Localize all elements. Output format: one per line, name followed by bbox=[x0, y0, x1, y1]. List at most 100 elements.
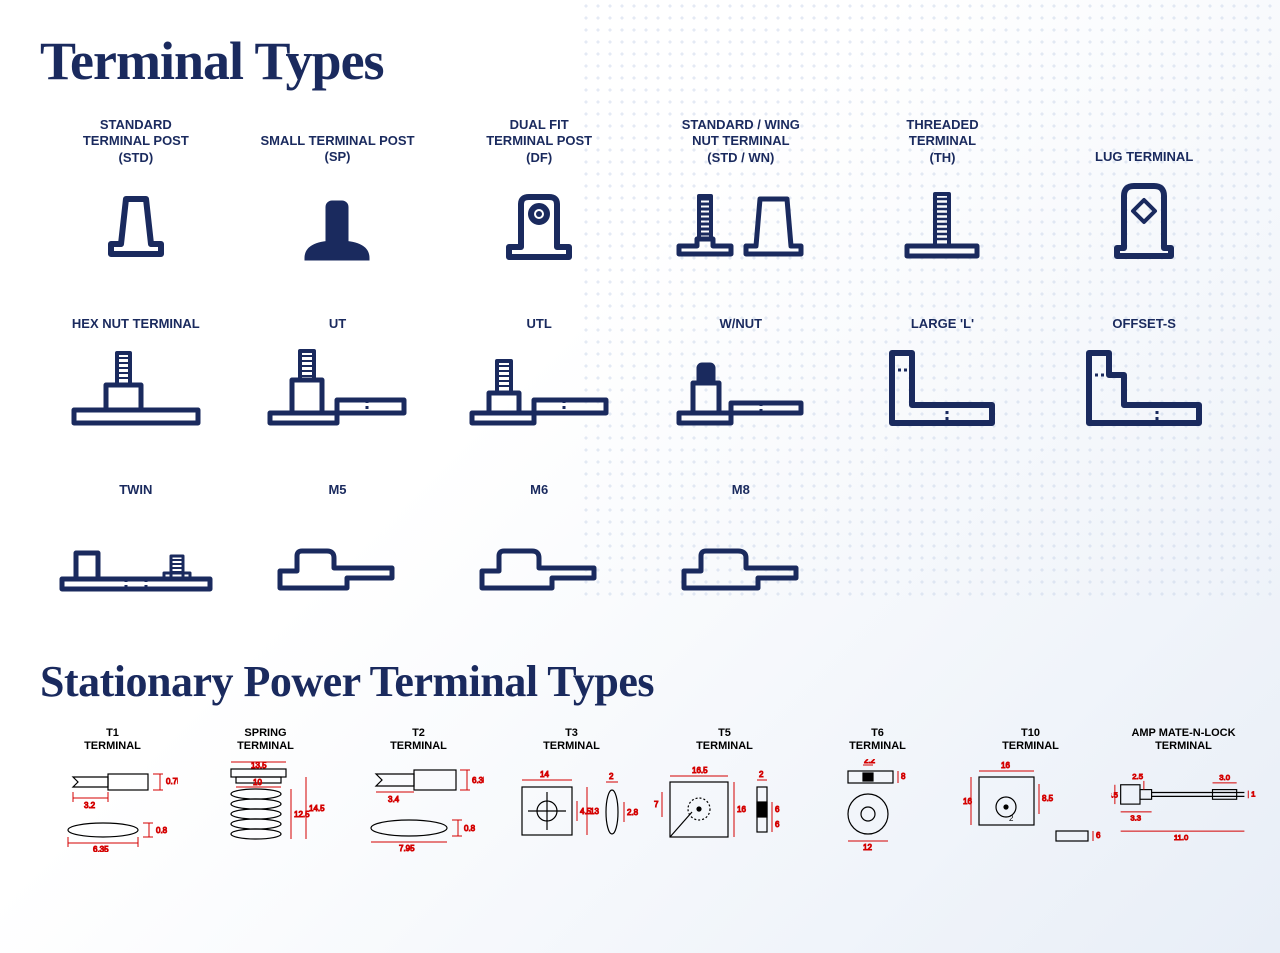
terminal-cell: M6 bbox=[443, 450, 635, 596]
large-l-icon bbox=[862, 340, 1022, 430]
terminal-cell: OFFSET-S bbox=[1048, 284, 1240, 430]
t1-icon: 0.75 3.2 6.35 0.8 bbox=[40, 759, 185, 854]
stationary-label: T10 TERMINAL bbox=[1002, 727, 1059, 753]
t6-icon: 2.2 8 12 bbox=[805, 759, 950, 854]
terminal-cell: LARGE 'L' bbox=[847, 284, 1039, 430]
spring-icon: 13.5 10 12.5 14.5 bbox=[193, 759, 338, 854]
terminal-label: STANDARD TERMINAL POST (STD) bbox=[83, 117, 189, 166]
stationary-grid: T1 TERMINAL 0.75 3.2 6.35 bbox=[40, 727, 1240, 854]
svg-text:6.5: 6.5 bbox=[1111, 790, 1118, 799]
svg-text:6: 6 bbox=[775, 820, 780, 829]
terminal-cell: STANDARD / WING NUT TERMINAL (STD / WN) bbox=[645, 117, 837, 264]
terminal-label: TWIN bbox=[119, 450, 152, 498]
terminal-cell: LUG TERMINAL bbox=[1048, 117, 1240, 264]
terminal-label: M5 bbox=[328, 450, 346, 498]
stationary-cell: T2 TERMINAL 6.35 3.4 7.95 0.8 bbox=[346, 727, 491, 854]
svg-text:0.8: 0.8 bbox=[464, 824, 476, 833]
stationary-label: T1 TERMINAL bbox=[84, 727, 141, 753]
stationary-cell: T3 TERMINAL 14 4.5 13 2 2.8 bbox=[499, 727, 644, 854]
ut-icon bbox=[257, 340, 417, 430]
stationary-cell: SPRING TERMINAL 13.5 10 12.5 14.5 bbox=[193, 727, 338, 854]
lug-icon bbox=[1064, 173, 1224, 263]
threaded-icon bbox=[862, 174, 1022, 264]
terminal-label: M6 bbox=[530, 450, 548, 498]
svg-text:13: 13 bbox=[590, 807, 599, 816]
svg-text:13.5: 13.5 bbox=[251, 761, 267, 770]
twin-icon bbox=[56, 506, 216, 596]
stationary-cell: T6 TERMINAL 2.2 8 12 bbox=[805, 727, 950, 854]
terminal-label: W/NUT bbox=[720, 284, 763, 332]
m8-icon bbox=[661, 506, 821, 596]
terminal-label: M8 bbox=[732, 450, 750, 498]
svg-text:8.5: 8.5 bbox=[1042, 794, 1054, 803]
svg-text:10: 10 bbox=[253, 778, 262, 787]
m5-icon bbox=[257, 506, 417, 596]
terminal-label: UT bbox=[329, 284, 346, 332]
terminal-label: OFFSET-S bbox=[1112, 284, 1176, 332]
sub-title: Stationary Power Terminal Types bbox=[40, 656, 1240, 707]
terminal-cell: UT bbox=[242, 284, 434, 430]
terminal-cell: SMALL TERMINAL POST (SP) bbox=[242, 117, 434, 264]
stationary-cell: T1 TERMINAL 0.75 3.2 6.35 bbox=[40, 727, 185, 854]
svg-text:11.0: 11.0 bbox=[1174, 832, 1188, 841]
terminal-cell: HEX NUT TERMINAL bbox=[40, 284, 232, 430]
terminal-cell: M8 bbox=[645, 450, 837, 596]
svg-text:3.2: 3.2 bbox=[84, 801, 96, 810]
terminal-label: SMALL TERMINAL POST (SP) bbox=[260, 117, 414, 165]
svg-text:2: 2 bbox=[609, 772, 614, 781]
stationary-label: SPRING TERMINAL bbox=[237, 727, 294, 753]
stationary-label: T5 TERMINAL bbox=[696, 727, 753, 753]
svg-text:12.5: 12.5 bbox=[294, 810, 310, 819]
offset-s-icon bbox=[1064, 340, 1224, 430]
main-title: Terminal Types bbox=[40, 30, 1240, 92]
stationary-label: AMP MATE-N-LOCK TERMINAL bbox=[1131, 727, 1235, 753]
svg-text:14: 14 bbox=[540, 770, 549, 779]
svg-text:2.2: 2.2 bbox=[864, 759, 876, 765]
terminal-label: DUAL FIT TERMINAL POST (DF) bbox=[486, 117, 592, 166]
svg-text:14.5: 14.5 bbox=[309, 804, 325, 813]
terminal-cell: UTL bbox=[443, 284, 635, 430]
terminal-cell: STANDARD TERMINAL POST (STD) bbox=[40, 117, 232, 264]
terminal-cell: DUAL FIT TERMINAL POST (DF) bbox=[443, 117, 635, 264]
stationary-cell: AMP MATE-N-LOCK TERMINAL 6.5 2.5 3.3 3 bbox=[1111, 727, 1256, 854]
svg-text:16: 16 bbox=[1001, 761, 1010, 770]
terminal-label: THREADED TERMINAL (TH) bbox=[906, 117, 978, 166]
svg-text:2.8: 2.8 bbox=[627, 808, 639, 817]
sp-post-icon bbox=[257, 173, 417, 263]
stationary-cell: T10 TERMINAL 16 16 8.5 2 6 bbox=[958, 727, 1103, 854]
terminal-cell: M5 bbox=[242, 450, 434, 596]
terminal-label: LUG TERMINAL bbox=[1095, 117, 1193, 165]
svg-text:0.75: 0.75 bbox=[166, 777, 178, 786]
terminal-cell: W/NUT bbox=[645, 284, 837, 430]
svg-text:3.4: 3.4 bbox=[388, 795, 400, 804]
svg-text:16: 16 bbox=[737, 805, 746, 814]
svg-text:0.8: 0.8 bbox=[156, 826, 168, 835]
svg-text:6.35: 6.35 bbox=[472, 776, 484, 785]
svg-text:7: 7 bbox=[654, 800, 659, 809]
stationary-label: T3 TERMINAL bbox=[543, 727, 600, 753]
t5-icon: 16.5 7 16 2 6 6 bbox=[652, 759, 797, 854]
terminal-cell: THREADED TERMINAL (TH) bbox=[847, 117, 1039, 264]
svg-text:6: 6 bbox=[1096, 831, 1101, 840]
svg-text:2.5: 2.5 bbox=[1132, 772, 1143, 781]
utl-icon bbox=[459, 340, 619, 430]
df-post-icon bbox=[459, 174, 619, 264]
svg-text:8: 8 bbox=[901, 772, 906, 781]
terminal-label: STANDARD / WING NUT TERMINAL (STD / WN) bbox=[682, 117, 800, 166]
t10-icon: 16 16 8.5 2 6 bbox=[958, 759, 1103, 854]
stationary-cell: T5 TERMINAL 16.5 7 16 2 bbox=[652, 727, 797, 854]
amp-icon: 6.5 2.5 3.3 3.0 1 11.0 bbox=[1111, 759, 1256, 854]
svg-text:1: 1 bbox=[1251, 789, 1255, 798]
terminal-label: LARGE 'L' bbox=[911, 284, 974, 332]
svg-text:3.0: 3.0 bbox=[1219, 773, 1230, 782]
wnut-icon bbox=[661, 340, 821, 430]
svg-text:2: 2 bbox=[759, 770, 764, 779]
std-post-icon bbox=[56, 174, 216, 264]
hex-nut-icon bbox=[56, 340, 216, 430]
t2-icon: 6.35 3.4 7.95 0.8 bbox=[346, 759, 491, 854]
svg-text:6: 6 bbox=[775, 805, 780, 814]
t3-icon: 14 4.5 13 2 2.8 bbox=[499, 759, 644, 854]
terminal-cell: TWIN bbox=[40, 450, 232, 596]
terminal-label: HEX NUT TERMINAL bbox=[72, 284, 200, 332]
svg-text:6.35: 6.35 bbox=[93, 845, 109, 852]
